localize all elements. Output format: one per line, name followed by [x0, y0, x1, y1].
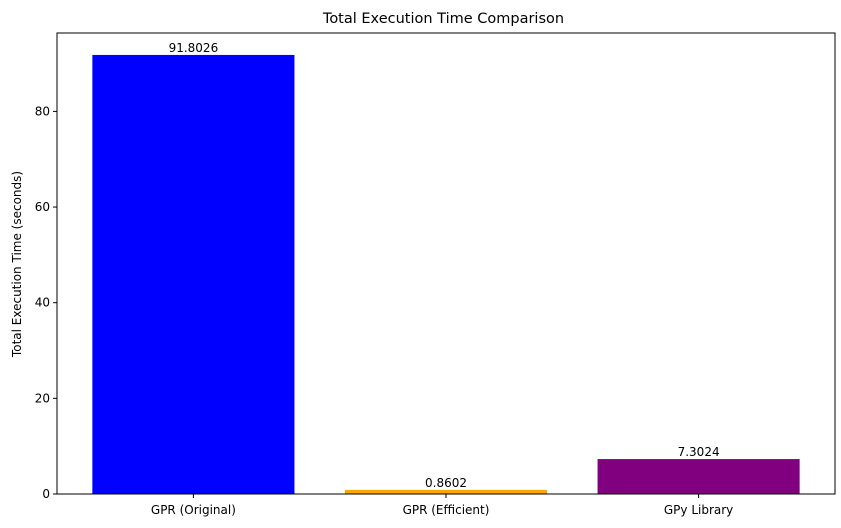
bar — [597, 459, 800, 494]
y-axis-label: Total Execution Time (seconds) — [10, 171, 24, 358]
bar-value-labels: 91.8026 0.8602 7.3024 — [169, 41, 720, 490]
bar-value-label: 0.8602 — [425, 476, 467, 490]
x-tick-label: GPR (Original) — [151, 503, 236, 517]
y-axis-ticks: 0 20 40 60 80 — [35, 104, 57, 501]
bar — [92, 54, 295, 495]
y-tick-label: 20 — [35, 391, 50, 405]
bar-series — [92, 54, 800, 495]
x-tick-label: GPR (Efficient) — [403, 503, 490, 517]
bar-value-label: 91.8026 — [169, 41, 219, 55]
y-tick-label: 0 — [42, 487, 50, 501]
x-tick-label: GPy Library — [664, 503, 733, 517]
chart-title: Total Execution Time Comparison — [322, 11, 564, 27]
bar-value-label: 7.3024 — [678, 445, 720, 459]
y-tick-label: 60 — [35, 200, 50, 214]
x-axis-ticks: GPR (Original) GPR (Efficient) GPy Library — [151, 494, 733, 517]
y-tick-label: 80 — [35, 104, 50, 118]
bar — [344, 489, 548, 494]
y-tick-label: 40 — [35, 296, 50, 310]
plot-frame — [56, 32, 836, 495]
